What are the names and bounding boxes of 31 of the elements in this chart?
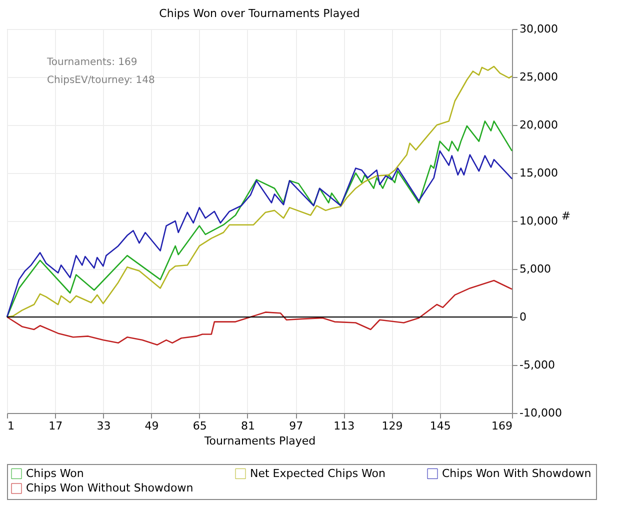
y-tick-label: 0	[520, 310, 526, 324]
x-tick-label: 129	[382, 420, 403, 432]
x-tick-label: 169	[492, 420, 512, 432]
x-tick-label: 33	[96, 420, 111, 432]
legend-label: Chips Won	[26, 466, 84, 480]
y-tick-label: -10,000	[520, 406, 562, 420]
x-tick-label: 113	[334, 420, 355, 432]
annotation: Tournaments: 169	[46, 57, 138, 68]
line-series	[6, 280, 513, 346]
x-tick-label: 17	[48, 420, 63, 432]
y-tick-label: 5,000	[520, 262, 551, 276]
x-tick-label: 97	[289, 420, 304, 432]
y-axis-title: #	[561, 210, 571, 222]
x-tick-label: 49	[144, 420, 159, 432]
legend-label: Chips Won Without Showdown	[26, 482, 194, 494]
y-tick-label: 30,000	[520, 22, 558, 36]
y-tick-label: 20,000	[520, 118, 558, 132]
y-tick-label: 25,000	[520, 70, 558, 84]
y-tick-label: 15,000	[520, 166, 558, 180]
line-series	[6, 66, 513, 318]
y-tick-label: -5,000	[520, 358, 555, 372]
x-axis-title: Tournaments Played	[203, 434, 316, 448]
y-tick-label: 10,000	[520, 214, 558, 228]
x-tick-label: 145	[430, 420, 451, 432]
legend-label: Net Expected Chips Won	[250, 466, 386, 480]
x-tick-label: 65	[192, 420, 207, 432]
x-tick-label: 81	[240, 420, 255, 432]
legend-label: Chips Won With Showdown	[442, 466, 592, 480]
x-tick-label: 1	[8, 420, 14, 432]
chart-title: Chips Won over Tournaments Played	[159, 7, 360, 20]
annotation: ChipsEV/tourney: 148	[47, 75, 155, 86]
